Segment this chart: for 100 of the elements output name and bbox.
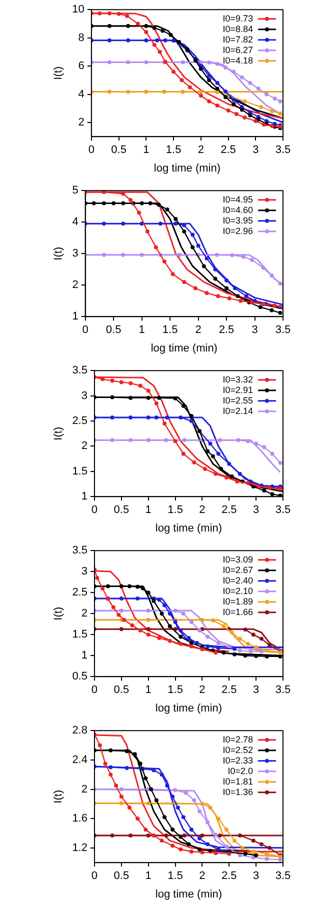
x-tick-label: 2.5 [221,504,237,516]
legend-label: I0=2.91 [222,384,253,395]
legend-label: I0=2.40 [222,575,253,586]
legend-label: I0=3.95 [222,215,253,226]
legend-label: I0=1.81 [222,776,253,786]
legend-label: I0=2.10 [222,586,253,596]
x-tick-label: 3.5 [275,144,291,156]
y-tick-label: 1 [81,490,88,503]
y-axis-title: I(t) [52,790,65,804]
x-tick-label: 1 [145,870,152,882]
y-tick-label: 2 [81,783,88,796]
x-tick-label: 1.5 [166,144,182,156]
y-axis-title: I(t) [52,606,65,620]
legend-label: I0=2.0 [228,766,253,776]
x-tick-label: 1 [145,684,152,696]
x-axis-title: log time (min) [150,342,218,354]
x-tick-label: 2.5 [220,144,236,156]
x-tick-label: 2.5 [218,324,234,336]
y-tick-label: 2 [78,116,84,129]
x-tick-label: 2 [199,504,206,516]
x-tick-label: 3.5 [275,870,291,882]
x-tick-label: 1 [143,144,150,156]
y-tick-label: 6 [78,60,84,72]
x-tick-label: 2.5 [221,870,237,882]
x-tick-label: 0.5 [106,324,122,336]
y-tick-label: 2.4 [72,754,88,766]
y-tick-label: 3 [81,566,88,578]
x-tick-label: 0 [91,684,98,696]
legend-label: I0=2.55 [222,395,253,406]
x-tick-label: 3.5 [275,324,291,336]
x-tick-label: 3 [252,144,259,156]
y-tick-label: 1.2 [72,842,88,854]
legend-label: I0=3.09 [222,554,253,564]
legend-label: I0=9.73 [222,13,253,24]
y-tick-label: 1 [81,650,88,662]
x-tick-label: 0.5 [114,870,130,882]
y-tick-label: 3.5 [72,544,88,557]
legend-label: I0=4.60 [222,204,253,215]
legend-label: I0=4.18 [222,55,253,66]
x-tick-label: 1 [145,504,152,516]
x-tick-label: 1.5 [162,324,178,336]
x-tick-label: 0.5 [114,504,130,516]
y-tick-label: 4 [78,88,84,100]
y-tick-label: 2.5 [72,415,88,428]
y-axis-title: I(t) [52,426,65,440]
x-axis-title: log time (min) [155,888,222,900]
y-tick-label: 1.5 [72,628,88,641]
y-tick-label: 1.5 [72,465,88,478]
y-tick-label: 0.5 [72,670,88,683]
legend-label: I0=1.89 [222,596,253,606]
x-tick-label: 3.5 [275,684,291,696]
x-axis-title: log time (min) [155,522,222,534]
y-axis-title: I(t) [52,66,65,80]
legend-label: I0=2.96 [222,226,253,236]
y-tick-label: 2 [81,608,88,620]
legend-label: I0=2.78 [222,734,253,744]
x-tick-label: 1.5 [168,684,183,696]
legend-label: I0=2.14 [222,406,253,416]
legend-label: I0=1.36 [222,786,253,797]
y-tick-label: 2.5 [72,586,88,599]
x-tick-label: 1 [138,324,145,336]
x-tick-label: 2 [199,870,206,882]
y-tick-label: 3.5 [72,364,88,377]
legend-label: I0=3.32 [222,374,253,384]
x-tick-label: 3.5 [275,504,291,516]
y-tick-label: 3 [81,390,88,402]
x-tick-label: 1.5 [168,504,183,516]
y-axis-title: I(t) [52,246,65,260]
x-tick-label: 3 [253,870,260,882]
x-tick-label: 3 [253,684,260,696]
x-tick-label: 1.5 [168,870,183,882]
legend-label: I0=8.84 [222,24,253,34]
x-tick-label: 0.5 [114,684,130,696]
y-tick-label: 2.8 [72,724,88,737]
legend-label: I0=2.52 [222,744,253,755]
x-tick-label: 3 [253,504,260,516]
legend-label: I0=7.82 [222,34,253,44]
x-tick-label: 2 [195,324,202,336]
x-axis-title: log time (min) [155,702,222,714]
x-tick-label: 0 [88,144,94,156]
y-tick-label: 1 [72,310,78,323]
legend-label: I0=6.27 [222,44,253,55]
legend-label: I0=1.66 [222,606,253,617]
y-tick-label: 10 [72,4,84,16]
x-axis-title: log time (min) [154,162,221,174]
x-tick-label: 2 [198,144,204,156]
x-tick-label: 0 [91,870,98,882]
x-tick-label: 2.5 [221,684,237,696]
legend-label: I0=4.95 [222,194,253,204]
y-tick-label: 8 [78,32,84,44]
x-tick-label: 3 [252,324,258,336]
y-tick-label: 3 [72,248,78,260]
x-tick-label: 2 [199,684,206,696]
legend-label: I0=2.33 [222,755,253,766]
x-tick-label: 0 [91,504,98,516]
y-tick-label: 2 [72,279,78,292]
y-tick-label: 2 [81,440,88,452]
legend-label: I0=2.67 [222,564,253,575]
x-tick-label: 0 [82,324,88,336]
y-tick-label: 5 [72,184,78,197]
